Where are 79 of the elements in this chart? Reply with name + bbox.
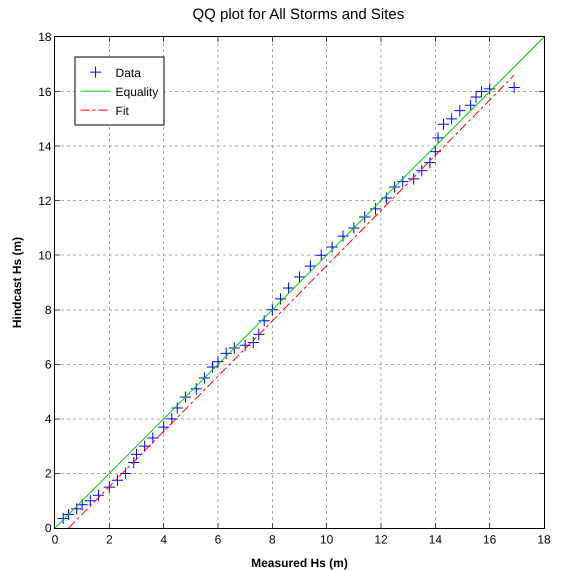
y-tick-label: 4	[44, 412, 52, 426]
point	[171, 402, 184, 414]
point	[103, 480, 116, 494]
point	[57, 512, 70, 525]
point	[348, 222, 360, 234]
point	[206, 360, 219, 374]
point	[212, 356, 224, 368]
point	[258, 314, 270, 327]
point	[380, 192, 393, 204]
point	[247, 336, 260, 349]
point	[252, 328, 265, 340]
point	[146, 432, 159, 444]
legend-label: Data	[116, 66, 142, 80]
point	[429, 145, 442, 158]
point	[282, 282, 295, 294]
x-tick-label: 16	[482, 532, 497, 546]
point	[120, 467, 132, 480]
x-tick-label: 12	[374, 532, 388, 546]
point	[220, 347, 232, 360]
x-tick-label: 18	[537, 532, 551, 546]
point	[396, 175, 409, 188]
point	[128, 456, 140, 469]
y-tick-label: 18	[38, 30, 52, 44]
point	[336, 230, 350, 242]
point	[508, 81, 520, 94]
point	[179, 390, 192, 404]
point	[437, 118, 450, 130]
point	[388, 180, 401, 194]
point	[239, 339, 252, 352]
point	[158, 420, 170, 434]
legend-label: Fit	[116, 104, 130, 118]
chart-title: QQ plot for All Storms and Sites	[192, 6, 404, 24]
y-axis-title: Hindcast Hs (m)	[10, 236, 24, 328]
y-tick-label: 0	[44, 521, 52, 536]
y-tick-label: 16	[38, 84, 52, 99]
x-tick-label: 2	[106, 532, 113, 546]
point	[190, 382, 202, 395]
point	[70, 502, 83, 516]
point	[266, 304, 278, 316]
point	[408, 172, 420, 185]
point	[84, 494, 96, 507]
point	[315, 249, 328, 262]
point	[358, 210, 371, 224]
point	[274, 292, 287, 305]
point	[62, 508, 75, 520]
point	[228, 342, 240, 354]
y-tick-label: 8	[44, 302, 52, 317]
x-tick-label: 6	[214, 532, 222, 546]
point	[416, 164, 428, 177]
x-tick-label: 8	[268, 532, 276, 546]
point	[198, 372, 211, 384]
y-tick-label: 2	[44, 466, 52, 481]
point	[111, 474, 124, 486]
x-tick-label: 14	[428, 532, 442, 546]
legend-label: Equality	[116, 84, 158, 99]
point	[92, 489, 105, 502]
y-tick-label: 10	[38, 248, 52, 262]
y-tick-label: 12	[38, 194, 52, 208]
point	[470, 90, 482, 104]
point	[293, 270, 306, 284]
point	[432, 132, 444, 144]
point	[304, 260, 316, 272]
x-axis-title: Measured Hs (m)	[251, 556, 348, 570]
point	[454, 104, 466, 117]
point	[369, 202, 382, 215]
point	[326, 240, 338, 254]
y-tick-label: 14	[38, 139, 52, 154]
point	[446, 112, 458, 125]
point	[76, 498, 88, 511]
point	[138, 440, 151, 452]
point	[424, 156, 436, 169]
x-tick-label: 10	[320, 532, 334, 546]
point	[484, 82, 496, 95]
point	[464, 99, 477, 112]
point	[130, 448, 143, 460]
x-tick-label: 4	[160, 532, 168, 546]
point	[475, 85, 488, 98]
point	[166, 412, 178, 425]
y-tick-label: 6	[44, 358, 52, 372]
